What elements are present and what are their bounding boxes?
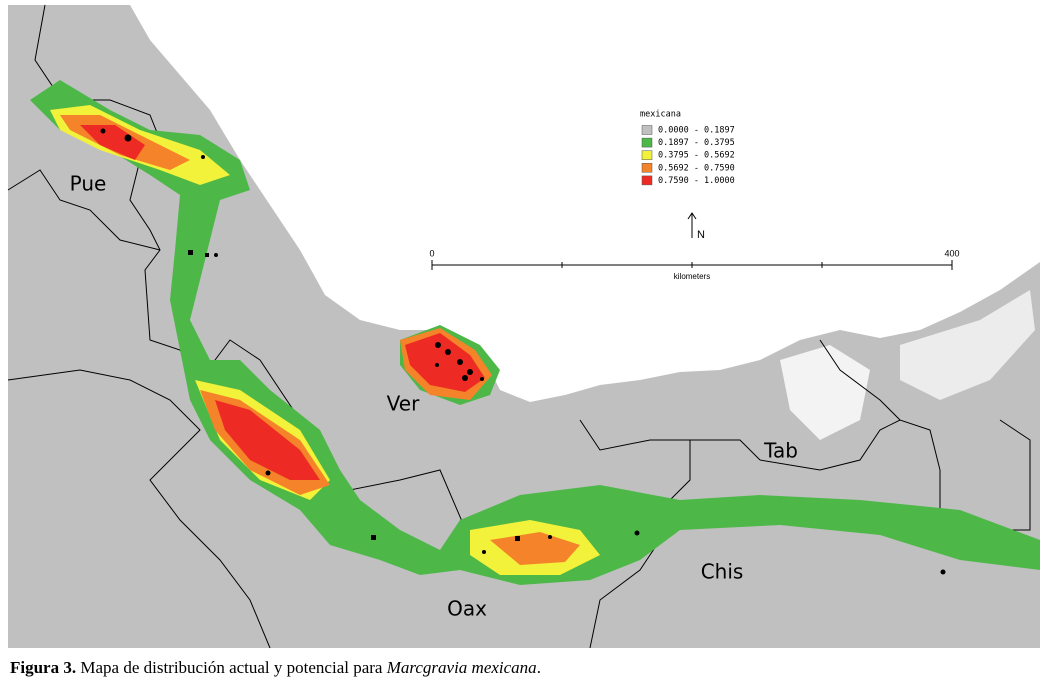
legend-swatch <box>641 150 653 160</box>
legend-label: 0.7590 - 1.0000 <box>658 176 735 186</box>
legend-swatch <box>641 125 653 135</box>
state-label: Tab <box>763 439 798 463</box>
occurrence-points <box>100 128 946 575</box>
caption-text: Mapa de distribución actual y potencial … <box>80 658 387 677</box>
caption-label: Figura 3. <box>10 658 77 677</box>
scale-end: 400 <box>944 248 959 258</box>
legend-title: mexicana <box>640 110 681 120</box>
north-arrow: N <box>687 212 705 241</box>
legend-swatch <box>641 163 653 173</box>
caption-end: . <box>536 658 541 677</box>
caption-species: Marcgravia mexicana <box>386 658 537 677</box>
state-label: Ver <box>387 392 420 416</box>
legend-swatch <box>641 137 653 148</box>
caption: Figura 3. Mapa de distribución actual y … <box>10 658 541 678</box>
scale-unit: kilometers <box>674 272 710 281</box>
legend-label: 0.3795 - 0.5692 <box>658 151 735 161</box>
scale-bar <box>431 260 953 270</box>
map: Pue Ver Tab Chis Oax mexicana 0.0000 - 0.1897… <box>7 4 1040 649</box>
legend-swatch <box>641 175 653 186</box>
scale-start: 0 <box>429 248 434 258</box>
state-label: Chis <box>701 560 744 584</box>
state-label: Oax <box>447 597 487 621</box>
state-label: Pue <box>70 172 107 196</box>
legend-label: 0.1897 - 0.3795 <box>658 138 735 148</box>
legend-label: 0.0000 - 0.1897 <box>658 126 735 136</box>
north-label: N <box>697 229 705 241</box>
boundaries <box>7 4 1031 649</box>
sea <box>130 5 1040 402</box>
legend-label: 0.5692 - 0.7590 <box>658 163 735 173</box>
suitability-areas <box>30 80 1040 585</box>
wetlands <box>780 290 1035 440</box>
